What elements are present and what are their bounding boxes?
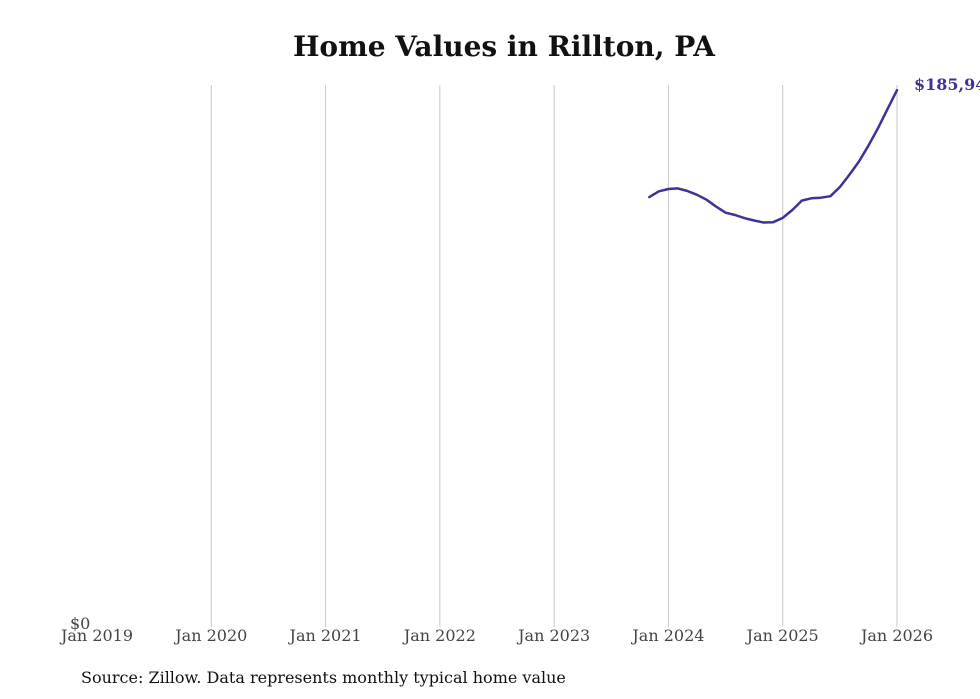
x-tick-label: Jan 2019 [59, 626, 133, 645]
series-line [648, 88, 899, 224]
x-tick-label: Jan 2021 [288, 626, 362, 645]
x-tick-label: Jan 2023 [516, 626, 590, 645]
grid-lines [210, 85, 898, 627]
series-layer [648, 88, 899, 224]
source-note: Source: Zillow. Data represents monthly … [81, 668, 566, 687]
chart-title: Home Values in Rillton, PA [292, 30, 716, 63]
end-value-label: $185,940 [914, 75, 980, 94]
x-axis: Jan 2019 Jan 2020 Jan 2021 Jan 2022 Jan 2023… [59, 626, 933, 645]
x-tick-label: Jan 2020 [173, 626, 247, 645]
y-tick-label-zero: $0 [70, 614, 90, 633]
x-tick-label: Jan 2022 [402, 626, 476, 645]
x-tick-label: Jan 2025 [745, 626, 819, 645]
x-tick-label: Jan 2026 [859, 626, 933, 645]
x-tick-label: Jan 2024 [630, 626, 704, 645]
